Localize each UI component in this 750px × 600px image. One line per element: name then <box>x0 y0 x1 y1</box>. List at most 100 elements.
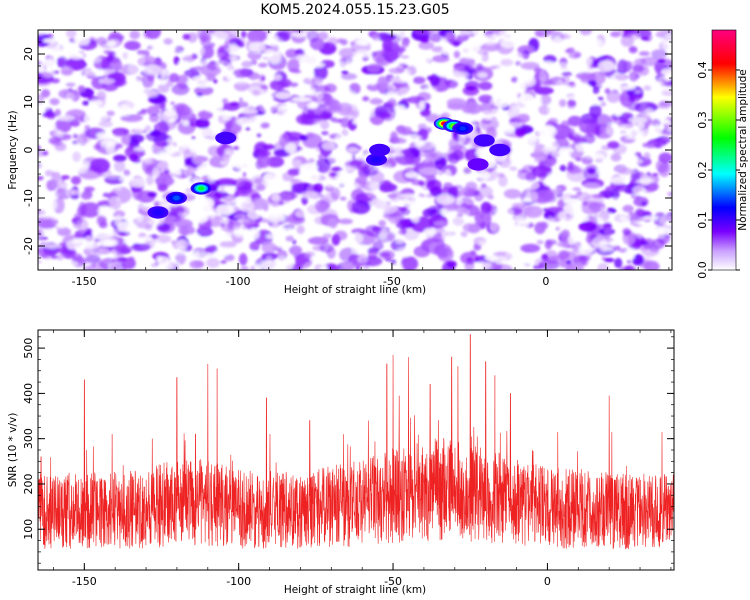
heatmap-quiet-blob <box>127 53 146 58</box>
heatmap-noise-blob <box>82 100 90 106</box>
heatmap-quiet-blob <box>215 204 234 216</box>
heatmap-quiet-blob <box>539 70 547 83</box>
heatmap-quiet-blob <box>357 255 368 264</box>
heatmap-noise-blob <box>329 117 338 122</box>
heatmap-quiet-blob <box>504 252 513 265</box>
heatmap-quiet-blob <box>618 85 636 90</box>
heatmap-quiet-blob <box>97 205 115 217</box>
heatmap-quiet-blob <box>80 241 101 249</box>
heatmap-quiet-blob <box>248 228 260 240</box>
heatmap-quiet-blob <box>158 78 167 85</box>
heatmap-quiet-blob <box>388 152 404 157</box>
heatmap-quiet-blob <box>133 126 145 131</box>
heatmap-quiet-blob <box>239 200 255 213</box>
heatmap-noise-blob <box>452 40 461 47</box>
chart-title: KOM5.2024.055.15.23.G05 <box>260 2 449 18</box>
heatmap-quiet-blob <box>164 107 177 118</box>
heatmap-quiet-blob <box>233 228 251 236</box>
heatmap-noise-blob <box>369 98 384 105</box>
heatmap-quiet-blob <box>172 250 187 255</box>
heatmap-quiet-blob <box>277 105 296 113</box>
heatmap-quiet-blob <box>575 143 589 152</box>
heatmap-noise-blob <box>80 190 93 200</box>
heatmap-quiet-blob <box>568 95 581 101</box>
heatmap-noise-blob <box>587 80 597 87</box>
heatmap-quiet-blob <box>156 160 176 171</box>
heatmap-noise-blob <box>191 136 196 140</box>
heatmap-quiet-blob <box>436 194 455 205</box>
colorbar-tick-label: 0.2 <box>696 161 709 179</box>
heatmap-quiet-blob <box>56 115 76 121</box>
heatmap-noise-blob <box>80 202 101 218</box>
heatmap-noise-blob <box>327 37 339 47</box>
heatmap-noise-blob <box>483 51 489 55</box>
heatmap-noise-blob <box>38 260 42 264</box>
heatmap-quiet-blob <box>61 261 78 267</box>
heatmap-noise-blob <box>535 31 544 37</box>
heatmap-noise-blob <box>229 101 240 107</box>
heatmap-noise-blob <box>77 85 86 93</box>
heatmap-noise-blob <box>453 50 461 59</box>
heatmap-quiet-blob <box>49 192 59 201</box>
heatmap-quiet-blob <box>393 60 408 65</box>
heatmap-quiet-blob <box>328 153 338 163</box>
heatmap-noise-blob <box>83 266 91 270</box>
heatmap-quiet-blob <box>401 249 411 258</box>
heatmap-hotspot <box>154 210 162 215</box>
colorbar-tick-label: 0.1 <box>696 211 709 229</box>
heatmap-quiet-blob <box>495 208 514 216</box>
heatmap-noise-blob <box>189 66 198 71</box>
heatmap-quiet-blob <box>41 67 56 78</box>
heatmap-quiet-blob <box>277 244 292 249</box>
heatmap-quiet-blob <box>337 62 355 69</box>
heatmap-quiet-blob <box>198 59 209 65</box>
heatmap-noise-blob <box>474 210 492 227</box>
heatmap-quiet-blob <box>49 199 57 211</box>
heatmap-quiet-blob <box>503 122 522 129</box>
heatmap-quiet-blob <box>222 196 235 205</box>
heatmap-noise-blob <box>232 68 250 79</box>
heatmap-quiet-blob <box>191 153 209 165</box>
heatmap-noise-blob <box>340 196 347 201</box>
heatmap-quiet-blob <box>188 143 206 154</box>
heatmap-quiet-blob <box>355 38 370 46</box>
heatmap-noise-blob <box>641 159 652 166</box>
heatmap-noise-blob <box>195 118 210 129</box>
heatmap-quiet-blob <box>178 52 189 57</box>
heatmap-quiet-blob <box>193 76 208 81</box>
x-tick-label: -150 <box>72 575 97 588</box>
heatmap-quiet-blob <box>628 117 647 124</box>
heatmap-quiet-blob <box>326 183 334 189</box>
heatmap-quiet-blob <box>149 40 160 52</box>
heatmap-quiet-blob <box>207 172 216 183</box>
heatmap-quiet-blob <box>233 78 250 85</box>
heatmap-noise-blob <box>305 132 315 139</box>
heatmap-noise-blob <box>492 65 501 69</box>
heatmap-noise-blob <box>437 203 444 209</box>
heatmap-quiet-blob <box>133 146 153 151</box>
heatmap-quiet-blob <box>43 38 59 44</box>
heatmap-noise-blob <box>83 186 95 192</box>
heatmap-noise-blob <box>327 217 338 229</box>
heatmap-quiet-blob <box>464 55 484 60</box>
heatmap-quiet-blob <box>142 158 153 164</box>
heatmap-noise-blob <box>568 99 576 107</box>
heatmap-quiet-blob <box>315 226 334 234</box>
heatmap-quiet-blob <box>268 51 282 64</box>
heatmap-noise-blob <box>433 221 447 226</box>
heatmap-quiet-blob <box>248 41 266 53</box>
heatmap-noise-blob <box>115 81 124 87</box>
heatmap-noise-blob <box>366 83 381 92</box>
x-tick-label: -150 <box>72 275 97 288</box>
heatmap-quiet-blob <box>608 215 627 224</box>
heatmap-quiet-blob <box>572 131 583 137</box>
heatmap-hotspot <box>373 157 380 162</box>
heatmap-quiet-blob <box>197 197 215 210</box>
heatmap-quiet-blob <box>610 197 622 208</box>
heatmap-quiet-blob <box>248 251 258 257</box>
heatmap-noise-blob <box>638 51 650 56</box>
heatmap-noise-blob <box>48 136 61 145</box>
heatmap-quiet-blob <box>195 46 205 56</box>
heatmap-quiet-blob <box>577 215 589 222</box>
heatmap-noise-blob <box>460 251 479 265</box>
